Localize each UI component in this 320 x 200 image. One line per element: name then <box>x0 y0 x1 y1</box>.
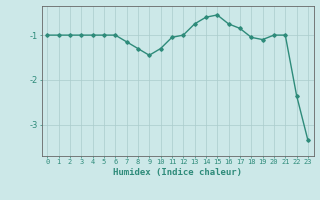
X-axis label: Humidex (Indice chaleur): Humidex (Indice chaleur) <box>113 168 242 177</box>
